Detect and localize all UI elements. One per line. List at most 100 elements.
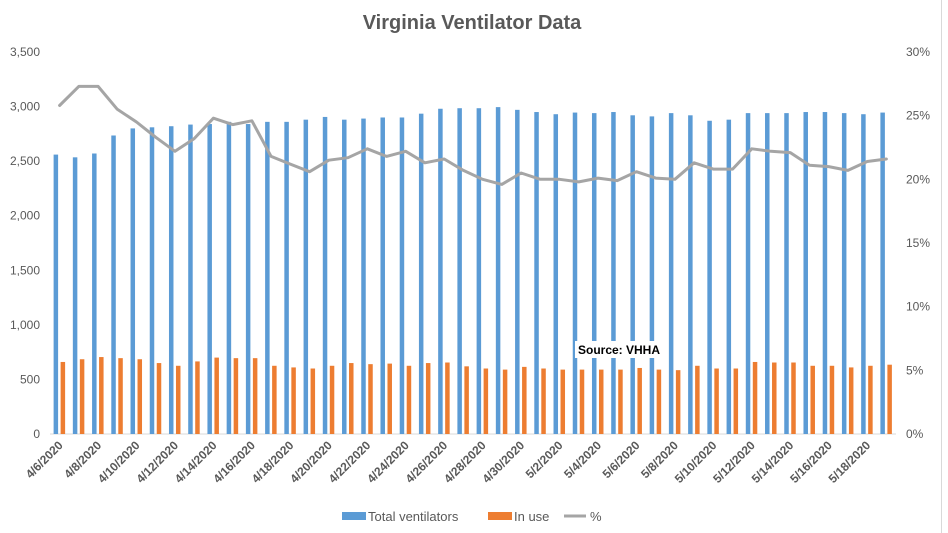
legend-swatch-total-ventilators [342, 512, 366, 520]
bar-total-ventilators [418, 113, 424, 434]
bar-total-ventilators [111, 135, 116, 434]
bar-in-use [598, 369, 604, 434]
right-axis-tick-label: 5% [906, 363, 924, 377]
bar-total-ventilators [457, 108, 462, 435]
bar-in-use [252, 358, 258, 434]
bar-in-use [156, 363, 162, 434]
bar-total-ventilators [765, 113, 770, 435]
source-annotation-box [575, 341, 659, 358]
bar-total-ventilators [726, 119, 732, 434]
series-total-ventilators [53, 107, 885, 435]
bar-total-ventilators [149, 127, 155, 435]
bar-in-use [406, 365, 412, 434]
bar-total-ventilators [515, 109, 520, 435]
bar-in-use [868, 365, 873, 434]
bar-in-use [733, 368, 739, 434]
bar-in-use [464, 366, 469, 434]
series-in-use [60, 357, 892, 434]
bar-in-use [445, 362, 450, 434]
bar-total-ventilators [861, 114, 866, 434]
legend-swatch-in-use [488, 512, 512, 520]
bar-in-use [541, 368, 546, 434]
bar-in-use [522, 366, 527, 434]
bar-in-use [233, 358, 239, 434]
bar-in-use [137, 359, 143, 434]
bar-in-use [291, 367, 296, 434]
bar-total-ventilators [534, 112, 539, 435]
x-axis-tick-label: 4/6/2020 [23, 438, 66, 481]
left-axis-tick-label: 1,000 [10, 318, 40, 332]
bar-in-use [425, 363, 431, 434]
bar-total-ventilators [168, 126, 174, 435]
source-annotation: Source: VHHA [575, 341, 660, 358]
bar-total-ventilators [207, 124, 212, 434]
bar-total-ventilators [438, 108, 443, 435]
bar-in-use [502, 369, 508, 434]
bar-in-use [118, 358, 123, 434]
x-axis-tick-label: 5/18/2020 [826, 438, 874, 486]
left-axis: 0 500 1,000 1,500 2,000 2,500 3,000 3,500 [10, 45, 40, 441]
bar-in-use [175, 365, 181, 434]
bar-total-ventilators [784, 113, 789, 435]
bar-total-ventilators [822, 112, 828, 435]
bar-total-ventilators [342, 119, 347, 434]
bar-in-use [618, 369, 623, 434]
bar-total-ventilators [688, 115, 693, 434]
bar-in-use [483, 368, 489, 434]
bar-total-ventilators [649, 116, 655, 434]
bar-in-use [60, 361, 66, 434]
bar-total-ventilators [226, 121, 232, 434]
left-axis-tick-label: 1,500 [10, 263, 40, 277]
legend: Total ventilators In use% [342, 509, 602, 524]
bar-total-ventilators [265, 121, 270, 434]
bar-in-use [579, 369, 585, 434]
bar-total-ventilators [245, 124, 251, 434]
bar-total-ventilators [668, 113, 674, 435]
bar-total-ventilators [745, 113, 751, 435]
bar-total-ventilators [53, 154, 59, 434]
bar-total-ventilators [188, 124, 193, 434]
bar-in-use [310, 368, 316, 434]
x-axis-tick-label: 5/4/2020 [561, 438, 604, 481]
right-axis-tick-label: 15% [906, 236, 930, 250]
bar-in-use [329, 365, 335, 434]
bar-in-use [387, 363, 392, 434]
bar-total-ventilators [553, 114, 559, 434]
right-axis-tick-label: 10% [906, 300, 930, 314]
bar-in-use [772, 362, 777, 434]
percent-line [58, 84, 888, 186]
bar-total-ventilators [476, 108, 482, 435]
bar-in-use [368, 364, 373, 434]
legend-label-percent: % [590, 509, 602, 524]
bar-in-use [829, 365, 835, 434]
bar-in-use [214, 357, 219, 434]
bar-in-use [349, 363, 354, 434]
bar-in-use [791, 362, 796, 434]
bar-total-ventilators [630, 115, 635, 434]
bar-total-ventilators [361, 118, 366, 434]
bar-total-ventilators [611, 112, 616, 435]
bar-in-use [848, 367, 854, 434]
right-axis-tick-label: 30% [906, 45, 930, 59]
bar-in-use [675, 370, 681, 434]
bar-total-ventilators [303, 119, 309, 434]
bar-in-use [195, 361, 200, 434]
bar-total-ventilators [322, 116, 328, 434]
bar-in-use [560, 369, 566, 434]
left-axis-tick-label: 2,500 [10, 154, 40, 168]
bar-in-use [810, 365, 815, 434]
window-edge-line [941, 0, 942, 533]
source-annotation-text: Source: VHHA [578, 343, 660, 357]
bar-total-ventilators [495, 107, 501, 435]
bar-in-use [714, 368, 719, 434]
x-axis-tick-label: 5/2/2020 [523, 438, 566, 481]
left-axis-tick-label: 0 [33, 427, 40, 441]
left-axis-tick-label: 2,000 [10, 209, 40, 223]
bar-in-use [79, 359, 85, 434]
x-axis-tick-label: 5/6/2020 [600, 438, 643, 481]
series-percent [58, 84, 888, 186]
bar-total-ventilators [572, 112, 578, 435]
bar-in-use [752, 361, 758, 434]
bar-total-ventilators [803, 112, 808, 435]
